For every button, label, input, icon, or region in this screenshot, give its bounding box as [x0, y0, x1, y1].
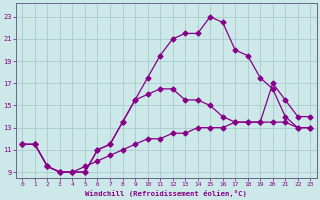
X-axis label: Windchill (Refroidissement éolien,°C): Windchill (Refroidissement éolien,°C) — [85, 190, 247, 197]
